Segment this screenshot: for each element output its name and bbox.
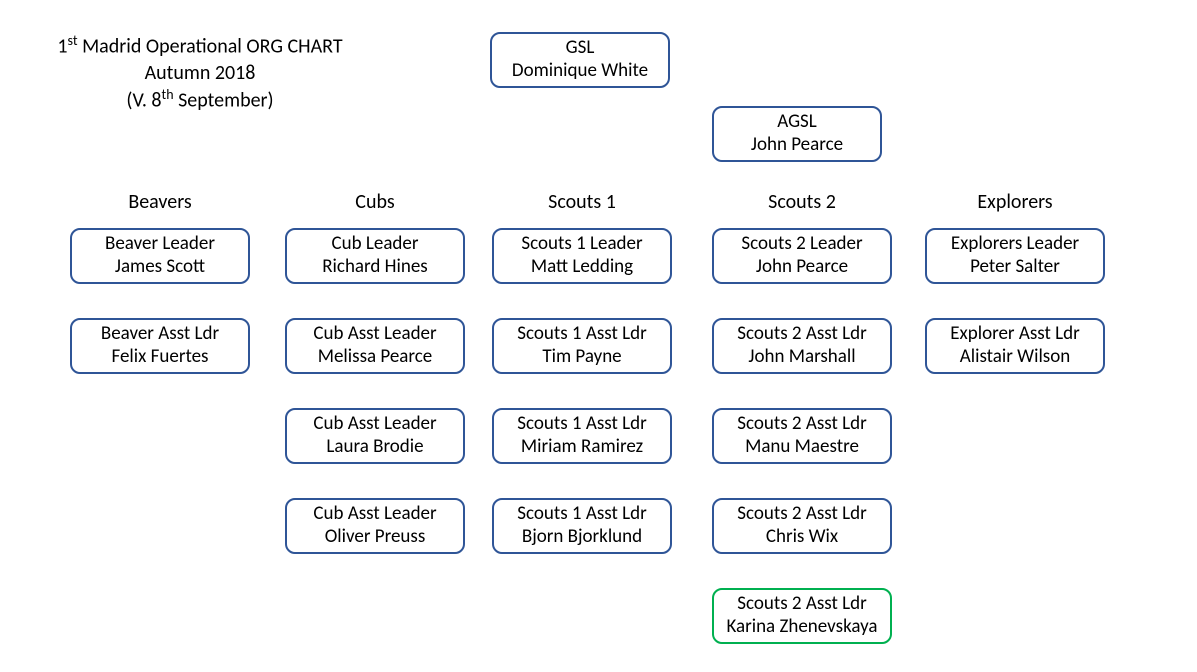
name-label: John Pearce	[720, 256, 884, 279]
gsl-role: GSL	[498, 37, 662, 60]
org-box-cubs-3: Cub Asst LeaderOliver Preuss	[285, 498, 465, 554]
name-label: Chris Wix	[720, 526, 884, 549]
role-label: Beaver Asst Ldr	[78, 323, 242, 346]
name-label: Richard Hines	[293, 256, 457, 279]
role-label: Scouts 2 Asst Ldr	[720, 593, 884, 616]
org-box-scouts2-4: Scouts 2 Asst LdrKarina Zhenevskaya	[712, 588, 892, 644]
role-label: Explorers Leader	[933, 233, 1097, 256]
name-label: Miriam Ramirez	[500, 436, 664, 459]
role-label: Scouts 2 Asst Ldr	[720, 323, 884, 346]
chart-title: 1st Madrid Operational ORG CHART Autumn …	[40, 32, 360, 113]
org-box-scouts1-2: Scouts 1 Asst LdrMiriam Ramirez	[492, 408, 672, 464]
title-line3-sup: th	[162, 86, 174, 103]
role-label: Cub Asst Leader	[293, 323, 457, 346]
name-label: Matt Ledding	[500, 256, 664, 279]
role-label: Scouts 2 Leader	[720, 233, 884, 256]
name-label: Melissa Pearce	[293, 346, 457, 369]
name-label: Tim Payne	[500, 346, 664, 369]
role-label: Scouts 1 Asst Ldr	[500, 323, 664, 346]
gsl-box: GSL Dominique White	[490, 32, 670, 88]
title-line3-post: September)	[174, 88, 274, 112]
org-box-explorers-1: Explorer Asst LdrAlistair Wilson	[925, 318, 1105, 374]
name-label: James Scott	[78, 256, 242, 279]
title-line3-pre: (V. 8	[126, 88, 161, 112]
name-label: Oliver Preuss	[293, 526, 457, 549]
org-box-explorers-0: Explorers LeaderPeter Salter	[925, 228, 1105, 284]
role-label: Cub Asst Leader	[293, 413, 457, 436]
header-beavers: Beavers	[70, 190, 250, 214]
name-label: Peter Salter	[933, 256, 1097, 279]
org-box-scouts2-2: Scouts 2 Asst LdrManu Maestre	[712, 408, 892, 464]
name-label: Laura Brodie	[293, 436, 457, 459]
title-line1-pre: 1	[57, 35, 67, 59]
agsl-name: John Pearce	[720, 134, 874, 157]
org-box-scouts2-0: Scouts 2 LeaderJohn Pearce	[712, 228, 892, 284]
name-label: Alistair Wilson	[933, 346, 1097, 369]
name-label: John Marshall	[720, 346, 884, 369]
role-label: Scouts 1 Leader	[500, 233, 664, 256]
header-scouts1: Scouts 1	[492, 190, 672, 214]
title-line1-sup: st	[68, 32, 78, 49]
agsl-box: AGSL John Pearce	[712, 106, 882, 162]
name-label: Felix Fuertes	[78, 346, 242, 369]
org-box-cubs-1: Cub Asst LeaderMelissa Pearce	[285, 318, 465, 374]
title-line2: Autumn 2018	[40, 60, 360, 86]
org-box-cubs-2: Cub Asst LeaderLaura Brodie	[285, 408, 465, 464]
role-label: Cub Leader	[293, 233, 457, 256]
role-label: Explorer Asst Ldr	[933, 323, 1097, 346]
title-line1-post: Madrid Operational ORG CHART	[78, 35, 343, 59]
role-label: Scouts 1 Asst Ldr	[500, 413, 664, 436]
gsl-name: Dominique White	[498, 60, 662, 83]
org-box-cubs-0: Cub LeaderRichard Hines	[285, 228, 465, 284]
org-box-scouts1-1: Scouts 1 Asst LdrTim Payne	[492, 318, 672, 374]
header-explorers: Explorers	[925, 190, 1105, 214]
org-box-scouts1-3: Scouts 1 Asst LdrBjorn Bjorklund	[492, 498, 672, 554]
name-label: Bjorn Bjorklund	[500, 526, 664, 549]
role-label: Scouts 1 Asst Ldr	[500, 503, 664, 526]
org-box-beavers-1: Beaver Asst LdrFelix Fuertes	[70, 318, 250, 374]
header-scouts2: Scouts 2	[712, 190, 892, 214]
role-label: Cub Asst Leader	[293, 503, 457, 526]
org-box-scouts2-1: Scouts 2 Asst LdrJohn Marshall	[712, 318, 892, 374]
role-label: Scouts 2 Asst Ldr	[720, 413, 884, 436]
role-label: Beaver Leader	[78, 233, 242, 256]
role-label: Scouts 2 Asst Ldr	[720, 503, 884, 526]
org-box-scouts2-3: Scouts 2 Asst LdrChris Wix	[712, 498, 892, 554]
name-label: Karina Zhenevskaya	[720, 616, 884, 639]
org-box-scouts1-0: Scouts 1 LeaderMatt Ledding	[492, 228, 672, 284]
org-box-beavers-0: Beaver LeaderJames Scott	[70, 228, 250, 284]
agsl-role: AGSL	[720, 111, 874, 134]
header-cubs: Cubs	[285, 190, 465, 214]
name-label: Manu Maestre	[720, 436, 884, 459]
